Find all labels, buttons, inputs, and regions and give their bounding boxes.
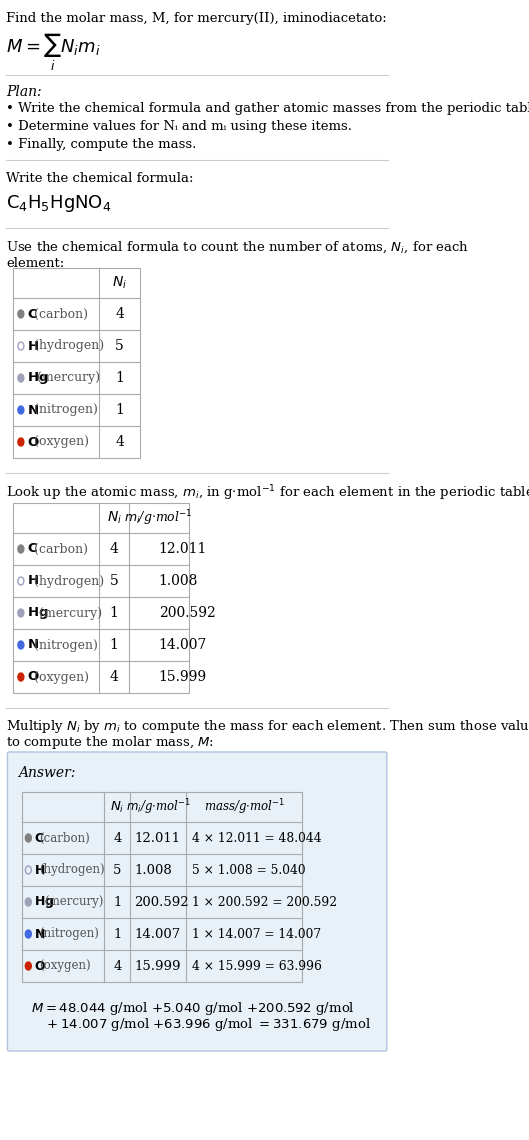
Text: Use the chemical formula to count the number of atoms, $N_i$, for each element:: Use the chemical formula to count the nu… xyxy=(6,241,469,270)
FancyBboxPatch shape xyxy=(7,752,387,1051)
Text: (nitrogen): (nitrogen) xyxy=(39,928,98,940)
Circle shape xyxy=(25,930,31,938)
Text: $\bf{C}$: $\bf{C}$ xyxy=(33,831,44,845)
Text: $\bf{C}$: $\bf{C}$ xyxy=(27,308,38,320)
Text: (oxygen): (oxygen) xyxy=(33,435,88,448)
Text: 4: 4 xyxy=(110,542,118,556)
Text: 200.592: 200.592 xyxy=(159,606,215,620)
Text: Write the chemical formula:: Write the chemical formula: xyxy=(6,172,194,185)
Text: 4 × 15.999 = 63.996: 4 × 15.999 = 63.996 xyxy=(193,960,322,972)
Text: $\bf{H}$: $\bf{H}$ xyxy=(27,575,39,587)
Text: $\bf{N}$: $\bf{N}$ xyxy=(27,404,39,416)
Text: $M = \sum_i N_i m_i$: $M = \sum_i N_i m_i$ xyxy=(6,32,101,73)
Text: $\bf{H}$: $\bf{H}$ xyxy=(33,863,45,877)
Text: (mercury): (mercury) xyxy=(44,896,103,909)
Text: $\quad + 14.007$ g/mol $+ 63.996$ g/mol $= 331.679$ g/mol: $\quad + 14.007$ g/mol $+ 63.996$ g/mol … xyxy=(31,1016,371,1033)
Text: 1.008: 1.008 xyxy=(134,863,172,877)
Text: 1.008: 1.008 xyxy=(159,575,198,588)
Text: $m_i$/g$\cdot$mol$^{-1}$: $m_i$/g$\cdot$mol$^{-1}$ xyxy=(126,797,191,816)
Text: $\mathrm{C_4H_5HgNO_4}$: $\mathrm{C_4H_5HgNO_4}$ xyxy=(6,193,112,214)
Text: 4 × 12.011 = 48.044: 4 × 12.011 = 48.044 xyxy=(193,831,322,845)
Circle shape xyxy=(25,962,31,970)
Bar xyxy=(13,268,140,458)
Text: 12.011: 12.011 xyxy=(159,542,207,556)
Text: 15.999: 15.999 xyxy=(159,670,207,684)
Circle shape xyxy=(18,641,24,649)
Text: (nitrogen): (nitrogen) xyxy=(33,404,97,416)
Bar xyxy=(22,792,302,982)
Text: $\bf{C}$: $\bf{C}$ xyxy=(27,543,38,555)
Text: 5: 5 xyxy=(110,575,118,588)
Text: $\bf{Hg}$: $\bf{Hg}$ xyxy=(27,605,48,621)
Text: 5: 5 xyxy=(115,339,124,353)
Circle shape xyxy=(18,406,24,414)
Text: 5: 5 xyxy=(113,863,122,877)
Text: $N_i$: $N_i$ xyxy=(106,510,122,527)
Text: (nitrogen): (nitrogen) xyxy=(33,638,97,651)
Text: 15.999: 15.999 xyxy=(134,960,181,972)
Text: 4: 4 xyxy=(115,307,124,321)
Text: 4: 4 xyxy=(113,831,122,845)
Text: 4: 4 xyxy=(115,435,124,449)
Circle shape xyxy=(18,438,24,446)
Text: 12.011: 12.011 xyxy=(134,831,180,845)
Circle shape xyxy=(25,898,31,906)
Text: mass/g$\cdot$mol$^{-1}$: mass/g$\cdot$mol$^{-1}$ xyxy=(204,797,285,816)
Text: • Determine values for Nᵢ and mᵢ using these items.: • Determine values for Nᵢ and mᵢ using t… xyxy=(6,120,352,133)
Text: (carbon): (carbon) xyxy=(39,831,89,845)
Text: (carbon): (carbon) xyxy=(33,543,87,555)
Text: $N_i$: $N_i$ xyxy=(110,799,125,815)
Text: to compute the molar mass, $M$:: to compute the molar mass, $M$: xyxy=(6,734,214,751)
Text: $\bf{O}$: $\bf{O}$ xyxy=(27,435,40,448)
Text: $\bf{Hg}$: $\bf{Hg}$ xyxy=(33,894,54,910)
Text: (hydrogen): (hydrogen) xyxy=(33,340,104,352)
Text: 1: 1 xyxy=(113,896,122,909)
Text: 1 × 14.007 = 14.007: 1 × 14.007 = 14.007 xyxy=(193,928,322,940)
Text: (mercury): (mercury) xyxy=(39,606,102,619)
Text: $\bf{H}$: $\bf{H}$ xyxy=(27,340,39,352)
Text: 1: 1 xyxy=(110,638,118,652)
Text: (hydrogen): (hydrogen) xyxy=(39,863,104,877)
Text: 5 × 1.008 = 5.040: 5 × 1.008 = 5.040 xyxy=(193,863,306,877)
Text: $\bf{Hg}$: $\bf{Hg}$ xyxy=(27,370,48,386)
Text: $\bf{N}$: $\bf{N}$ xyxy=(33,928,45,940)
Bar xyxy=(13,503,188,693)
Text: (oxygen): (oxygen) xyxy=(39,960,90,972)
Text: 200.592: 200.592 xyxy=(134,896,189,909)
Text: 1 × 200.592 = 200.592: 1 × 200.592 = 200.592 xyxy=(193,896,338,909)
Circle shape xyxy=(18,310,24,318)
Circle shape xyxy=(25,834,31,842)
Text: • Write the chemical formula and gather atomic masses from the periodic table.: • Write the chemical formula and gather … xyxy=(6,101,529,115)
Text: (hydrogen): (hydrogen) xyxy=(33,575,104,587)
Text: Answer:: Answer: xyxy=(18,766,75,780)
Text: Find the molar mass, M, for mercury(II), iminodiacetato:: Find the molar mass, M, for mercury(II),… xyxy=(6,13,387,25)
Circle shape xyxy=(18,374,24,382)
Text: 1: 1 xyxy=(115,370,124,385)
Text: 4: 4 xyxy=(113,960,122,972)
Text: Look up the atomic mass, $m_i$, in g$\cdot$mol$^{-1}$ for each element in the pe: Look up the atomic mass, $m_i$, in g$\cd… xyxy=(6,483,529,503)
Text: (mercury): (mercury) xyxy=(37,372,99,384)
Text: Multiply $N_i$ by $m_i$ to compute the mass for each element. Then sum those val: Multiply $N_i$ by $m_i$ to compute the m… xyxy=(6,718,529,735)
Text: $m_i$/g$\cdot$mol$^{-1}$: $m_i$/g$\cdot$mol$^{-1}$ xyxy=(124,508,193,528)
Text: 14.007: 14.007 xyxy=(159,638,207,652)
Text: Plan:: Plan: xyxy=(6,86,42,99)
Text: $\bf{O}$: $\bf{O}$ xyxy=(33,960,45,972)
Text: 14.007: 14.007 xyxy=(134,928,180,940)
Text: 1: 1 xyxy=(113,928,122,940)
Text: $\bf{O}$: $\bf{O}$ xyxy=(27,670,40,684)
Text: $M = 48.044$ g/mol $+ 5.040$ g/mol $+ 200.592$ g/mol: $M = 48.044$ g/mol $+ 5.040$ g/mol $+ 20… xyxy=(31,1000,355,1017)
Circle shape xyxy=(18,609,24,617)
Circle shape xyxy=(18,545,24,553)
Text: 4: 4 xyxy=(110,670,118,684)
Text: 1: 1 xyxy=(115,404,124,417)
Text: (carbon): (carbon) xyxy=(33,308,87,320)
Text: $N_i$: $N_i$ xyxy=(112,275,127,291)
Text: 1: 1 xyxy=(110,606,118,620)
Circle shape xyxy=(18,673,24,681)
Text: (oxygen): (oxygen) xyxy=(33,670,88,684)
Text: $\bf{N}$: $\bf{N}$ xyxy=(27,638,39,651)
Text: • Finally, compute the mass.: • Finally, compute the mass. xyxy=(6,138,196,150)
